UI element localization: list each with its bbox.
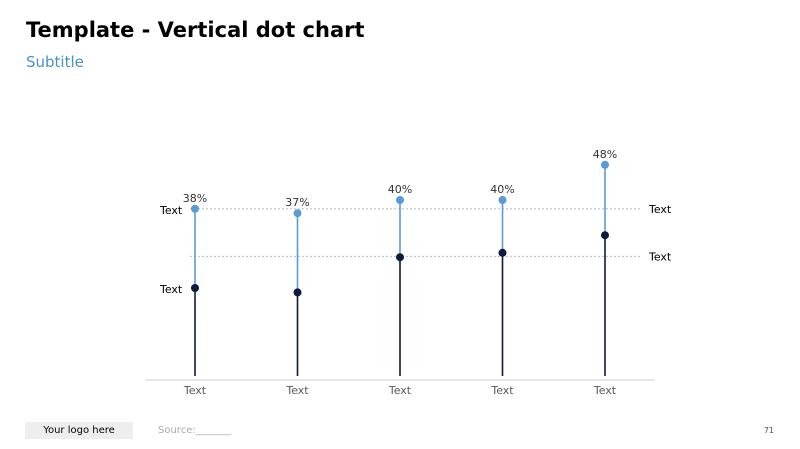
source-note: Source:_______ [158,425,231,436]
data-label: 40% [490,183,514,196]
data-label: 40% [388,183,412,196]
dark-dot [191,284,199,292]
page-title: Template - Vertical dot chart [26,18,365,42]
page-subtitle: Subtitle [26,53,84,71]
x-tick-label: Text [490,384,514,397]
reference-label-right: Text [648,250,672,263]
x-tick-label: Text [183,384,207,397]
annotation-label-left: Text [159,283,183,296]
x-tick-label: Text [285,384,309,397]
dark-dot [396,253,404,262]
data-label: 38% [183,192,207,205]
dark-dot [293,288,302,297]
data-label: 37% [285,196,309,209]
dark-dot [601,231,609,240]
data-label: 48% [593,148,617,161]
page-number: 71 [763,426,774,435]
light-dot [498,196,507,204]
reference-label-right: Text [648,203,672,216]
annotation-label-left: Text [159,204,183,217]
x-tick-label: Text [388,384,412,397]
light-dot [293,209,302,218]
x-tick-label: Text [593,384,617,397]
light-dot [191,204,199,213]
light-dot [601,160,609,169]
logo-placeholder: Your logo here [25,422,133,439]
dark-dot [498,248,507,257]
light-dot [396,196,404,204]
